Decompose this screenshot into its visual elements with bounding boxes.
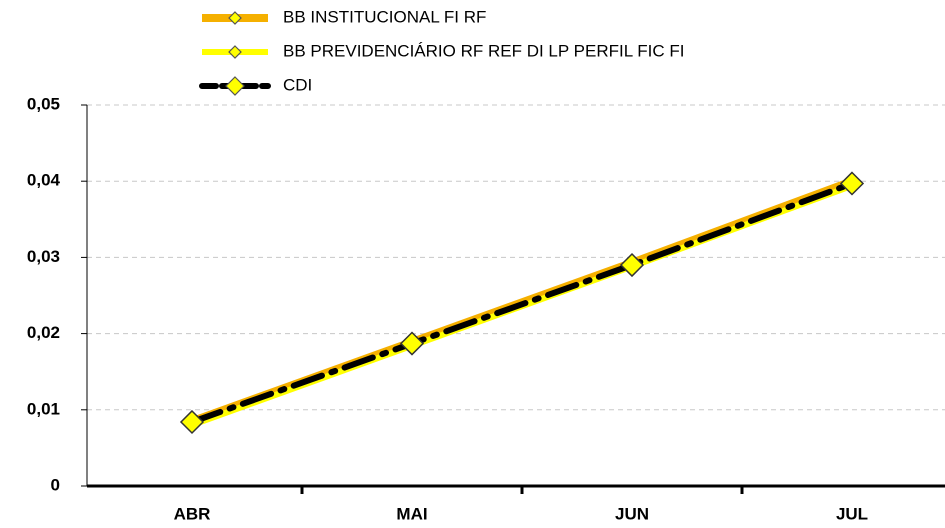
legend-label: BB PREVIDENCIÁRIO RF REF DI LP PERFIL FI… [283, 41, 684, 60]
data-marker [839, 171, 865, 196]
legend-marker [228, 45, 242, 59]
legend-marker [228, 11, 242, 25]
legend-marker [225, 76, 245, 96]
series-line [189, 180, 855, 425]
y-tick-label: 0 [51, 475, 60, 494]
x-tick-label: ABR [174, 504, 211, 523]
x-tick-label: JUL [836, 504, 868, 523]
y-tick-label: 0,03 [27, 247, 60, 266]
legend-label: CDI [283, 75, 312, 94]
legend-label: BB INSTITUCIONAL FI RF [283, 7, 486, 26]
x-tick-label: MAI [396, 504, 427, 523]
data-marker [179, 409, 205, 435]
data-marker [399, 331, 425, 356]
y-tick-label: 0,02 [27, 323, 60, 342]
y-tick-label: 0,05 [27, 94, 60, 113]
data-marker [619, 252, 645, 278]
x-tick-label: JUN [615, 504, 649, 523]
y-tick-label: 0,01 [27, 399, 60, 418]
y-tick-label: 0,04 [27, 171, 61, 190]
